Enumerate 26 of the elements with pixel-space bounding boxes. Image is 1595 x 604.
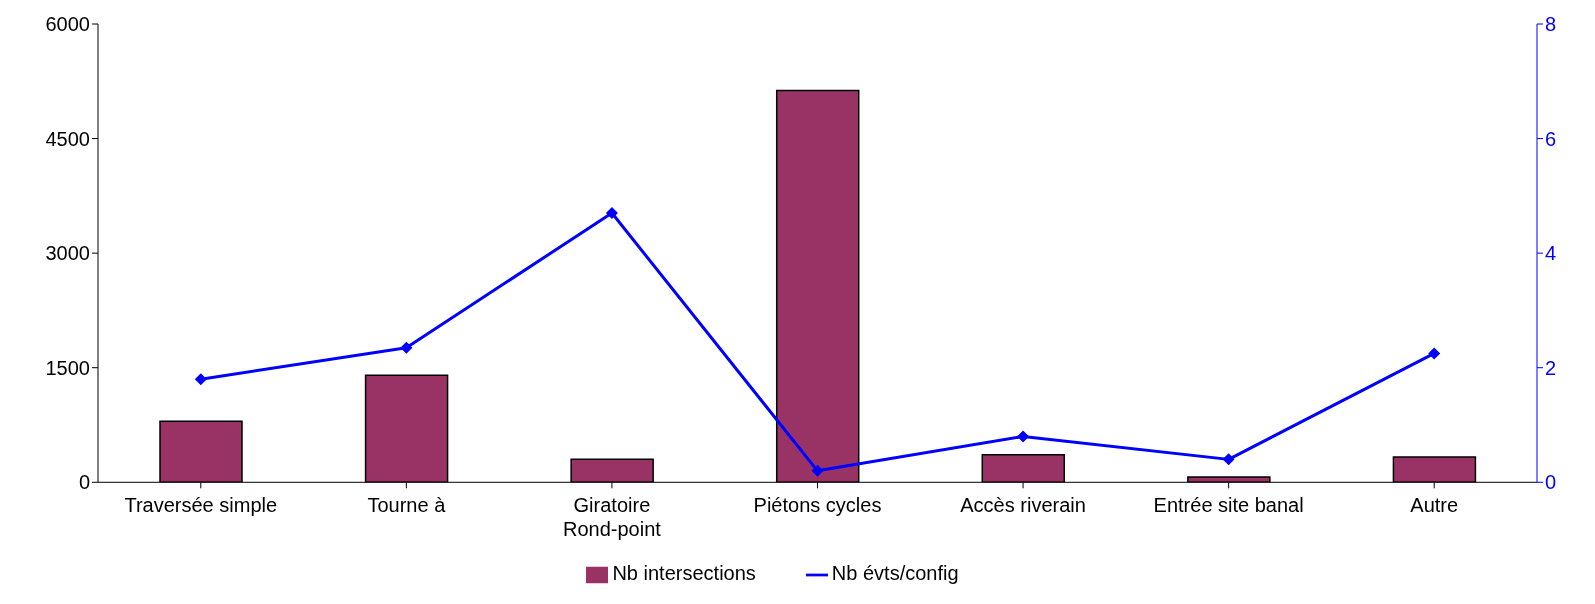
x-tick-label: Piétons cycles: [753, 494, 882, 517]
point: [1222, 453, 1235, 466]
point: [811, 464, 824, 477]
x-tick-label: Traversée simple: [124, 494, 278, 517]
y2-tick-label: 4: [1545, 242, 1557, 265]
y2-tick-label: 6: [1545, 127, 1557, 150]
legend-label: Nb évts/config: [831, 562, 959, 585]
y-tick-label: 6000: [45, 13, 90, 36]
y-tick-label: 0: [78, 471, 90, 494]
legend-label: Nb intersections: [612, 562, 756, 585]
x-tick-label: Tourne à: [367, 494, 447, 517]
point: [1428, 347, 1441, 360]
point: [605, 207, 618, 220]
x-tick-label: Accès riverain: [960, 494, 1086, 517]
y2-tick-label: 8: [1545, 13, 1557, 36]
x-tick-label: Entrée site banal: [1153, 494, 1304, 517]
y-tick-label: 1500: [45, 356, 90, 379]
x-tick-label: Autre: [1410, 494, 1459, 517]
y-tick-label: 3000: [45, 242, 90, 265]
point: [1017, 430, 1030, 443]
x-tick-label: Giratoire Rond-point: [563, 494, 662, 541]
point: [194, 373, 207, 386]
y-tick-label: 4500: [45, 127, 90, 150]
y2-tick-label: 2: [1545, 356, 1557, 379]
point: [400, 341, 413, 354]
y2-tick-label: 0: [1545, 471, 1557, 494]
